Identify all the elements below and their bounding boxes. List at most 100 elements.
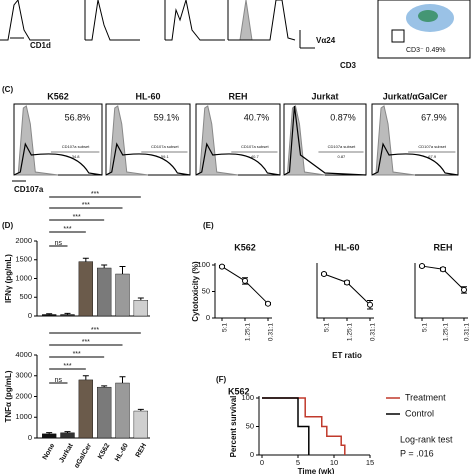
- percent-label: 67.9%: [421, 112, 447, 122]
- x-tick-label: None: [42, 442, 57, 461]
- legend-label: Control: [405, 408, 434, 418]
- error-bar: [82, 375, 89, 380]
- histogram: [0, 0, 50, 41]
- axis-label: CD107a: [14, 185, 44, 194]
- dot-cloud: [418, 10, 438, 22]
- line: [221, 266, 269, 305]
- chart-title: HL-60: [334, 242, 359, 252]
- axis: [214, 263, 272, 319]
- bar: [60, 314, 75, 317]
- x-tick-label: 15: [366, 458, 374, 467]
- error-bar: [119, 266, 126, 274]
- x-tick-label: 1.25:1: [347, 323, 354, 341]
- y-tick-label: 4000: [15, 350, 32, 359]
- x-tick-label: αGalCer: [73, 442, 93, 469]
- y-tick-label: 2000: [15, 236, 32, 245]
- bar: [42, 433, 57, 439]
- x-tick-label: 0.31:1: [464, 323, 471, 341]
- error-bar: [82, 257, 89, 262]
- x-axis-label: ET ratio: [332, 351, 362, 360]
- error-bar: [64, 312, 71, 315]
- error-bar: [137, 408, 144, 412]
- significance: ***: [63, 226, 71, 233]
- x-tick-label: 1.25:1: [443, 323, 450, 341]
- bar: [133, 300, 149, 317]
- point: [242, 277, 248, 284]
- significance: ***: [63, 363, 71, 370]
- axis: [36, 355, 150, 439]
- gate: [391, 29, 405, 43]
- bar: [96, 386, 112, 439]
- y-tick-label: 1500: [15, 255, 32, 264]
- significance: ***: [91, 327, 99, 334]
- bar: [60, 432, 75, 439]
- bar: [115, 382, 130, 439]
- point: [367, 301, 373, 308]
- panel-label: (E): [203, 221, 214, 230]
- gate-value: 0.87: [338, 154, 347, 159]
- bar: [78, 379, 94, 439]
- significance: ***: [91, 191, 99, 198]
- axis: [258, 396, 370, 456]
- x-tick-label: HL-60: [114, 442, 130, 462]
- y-tick-label: 100: [197, 260, 210, 269]
- control-histogram: [195, 105, 239, 176]
- significance: ***: [82, 339, 90, 346]
- sample-histogram: [13, 142, 103, 176]
- percent-label: 59.1%: [154, 112, 180, 122]
- x-tick-label: 1.25:1: [245, 323, 252, 341]
- gate-label: CD107a subset: [62, 144, 90, 149]
- survival-line: [262, 397, 346, 455]
- panel-label: (D): [2, 221, 13, 230]
- x-tick-label: Jurkat: [58, 442, 75, 464]
- y-tick-label: 1000: [15, 412, 32, 421]
- error-bar: [101, 264, 108, 268]
- y-tick-label: 0: [206, 313, 210, 322]
- legend-label: Treatment: [405, 392, 446, 402]
- y-tick-label: 0: [250, 450, 254, 459]
- y-tick-label: 3000: [15, 371, 32, 380]
- point: [344, 279, 350, 286]
- control-histogram: [371, 105, 416, 176]
- axis: [316, 263, 374, 319]
- gate-value: 40.7: [251, 154, 260, 159]
- control-histogram: [13, 105, 59, 176]
- sample-histogram: [371, 142, 459, 176]
- x-tick-label: 0.31:1: [268, 323, 275, 341]
- point: [461, 286, 467, 293]
- x-axis-label: Time (wk): [298, 467, 335, 474]
- y-tick-label: 100: [241, 393, 254, 402]
- sample-title: REH: [228, 91, 247, 101]
- axis: [414, 263, 468, 319]
- x-tick-label: 5:1: [324, 323, 331, 332]
- error-bar: [46, 432, 53, 434]
- x-tick-label: 5: [296, 458, 300, 467]
- error-bar: [137, 297, 144, 301]
- y-axis-label: IFNγ (pg/mL): [4, 254, 13, 303]
- x-tick-label: 5:1: [222, 323, 229, 332]
- sample-title: Jurkat: [311, 91, 338, 101]
- gate-value: 34.8: [72, 154, 81, 159]
- sample-title: HL-60: [135, 91, 160, 101]
- bar: [42, 314, 57, 317]
- significance: ***: [73, 214, 81, 221]
- sample-title: Jurkat/αGalCer: [383, 91, 448, 101]
- gate-value: 67.9: [428, 154, 437, 159]
- sample-title: K562: [47, 91, 69, 101]
- gate-label: CD107a subset: [418, 144, 446, 149]
- error-bar: [64, 431, 71, 433]
- y-tick-label: 0: [28, 433, 32, 442]
- chart-title: K562: [228, 386, 250, 396]
- point: [419, 263, 425, 270]
- x-tick-label: 10: [330, 458, 338, 467]
- bar: [115, 273, 130, 317]
- gate-label: CD107a subset: [151, 144, 179, 149]
- y-tick-label: 50: [246, 421, 254, 430]
- sample-histogram: [283, 105, 367, 176]
- panel-label: (C): [2, 85, 13, 94]
- significance: ns: [55, 240, 63, 247]
- x-tick-label: REH: [135, 442, 148, 458]
- control-histogram: [105, 105, 149, 176]
- percent-label: 0.87%: [330, 112, 356, 122]
